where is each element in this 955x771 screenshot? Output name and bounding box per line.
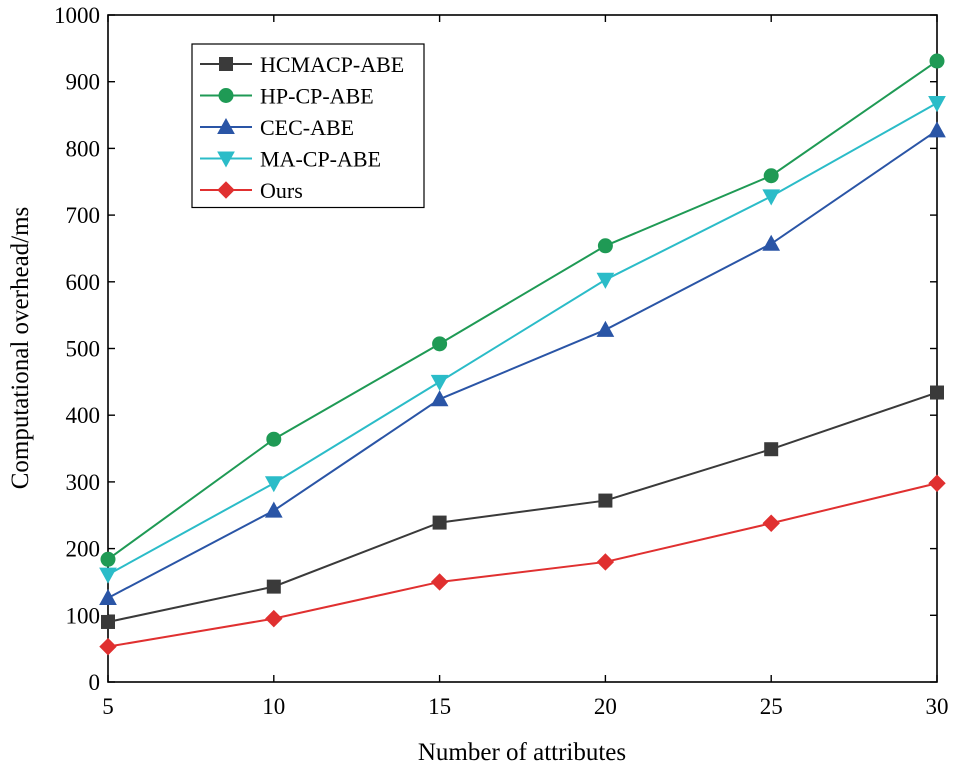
legend-label: HCMACP-ABE <box>260 52 404 77</box>
data-point <box>928 474 946 492</box>
series-line <box>107 129 938 599</box>
series-cec-abe <box>99 121 946 605</box>
x-tick-label: 10 <box>262 694 285 719</box>
legend-label: HP-CP-ABE <box>260 84 374 109</box>
series-hcmacp-abe <box>101 385 944 629</box>
data-point <box>929 53 945 69</box>
y-tick-label: 0 <box>89 670 101 695</box>
y-tick-label: 500 <box>66 337 101 362</box>
series-line <box>107 102 938 576</box>
data-point <box>596 320 615 337</box>
data-point <box>99 588 117 605</box>
data-point <box>762 234 781 251</box>
data-point <box>100 551 116 567</box>
series-line <box>107 482 938 648</box>
data-point <box>432 515 447 530</box>
legend-item: MA-CP-ABE <box>200 147 381 172</box>
data-point <box>430 390 449 407</box>
y-tick-label: 200 <box>66 537 101 562</box>
data-point <box>762 514 780 532</box>
legend-label: Ours <box>260 178 303 203</box>
data-point <box>264 476 283 493</box>
data-point <box>928 96 946 113</box>
x-tick-label: 20 <box>594 694 617 719</box>
series-ma-cp-abe <box>99 96 946 584</box>
legend-marker <box>217 117 235 134</box>
data-point <box>763 168 779 184</box>
x-axis: 5 10 15 20 25 30 <box>102 15 949 719</box>
legend-marker <box>217 151 235 168</box>
y-tick-label: 400 <box>66 403 101 428</box>
legend-marker <box>218 88 234 103</box>
y-tick-label: 900 <box>66 70 101 95</box>
legend-item: HCMACP-ABE <box>200 52 404 77</box>
legend-item: Ours <box>200 178 303 203</box>
data-point <box>596 272 615 289</box>
data-point <box>762 189 781 206</box>
y-tick-label: 1000 <box>54 3 100 28</box>
y-tick-label: 800 <box>66 136 101 161</box>
legend-box <box>191 43 425 209</box>
x-tick-label: 15 <box>428 694 451 719</box>
series-ours <box>99 474 946 656</box>
y-tick-label: 300 <box>66 470 101 495</box>
data-point <box>266 431 282 447</box>
legend-item: CEC-ABE <box>200 115 354 140</box>
data-point <box>596 553 615 571</box>
data-point <box>430 374 449 391</box>
y-axis-title: Computational overhead/ms <box>7 207 34 490</box>
data-point <box>430 573 449 591</box>
legend: HCMACP-ABE HP-CP-ABE CEC-ABE MA-CP-ABE Ours <box>191 43 425 209</box>
x-tick-label: 5 <box>102 694 114 719</box>
legend-marker <box>217 181 235 199</box>
legend-item: HP-CP-ABE <box>200 84 374 109</box>
legend-marker <box>219 57 233 71</box>
data-point <box>930 385 944 400</box>
y-tick-label: 100 <box>66 603 101 628</box>
y-axis: 0 100 200 300 400 500 600 700 800 900 1000 <box>54 3 937 695</box>
series-layer <box>99 53 946 656</box>
legend-label: CEC-ABE <box>260 115 354 140</box>
legend-label: MA-CP-ABE <box>260 147 381 172</box>
y-tick-label: 700 <box>66 203 101 228</box>
series-line <box>107 391 938 623</box>
series-hp-cp-abe <box>100 53 945 567</box>
data-point <box>265 609 283 628</box>
data-point <box>266 579 281 594</box>
y-tick-label: 600 <box>66 270 101 295</box>
data-point <box>764 442 779 457</box>
data-point <box>99 567 117 584</box>
data-point <box>598 493 613 508</box>
x-tick-label: 30 <box>926 694 949 719</box>
data-point <box>597 238 613 254</box>
data-point <box>432 336 448 352</box>
data-point <box>264 501 283 518</box>
x-tick-label: 25 <box>760 694 783 719</box>
x-axis-title: Number of attributes <box>418 739 626 766</box>
data-point <box>928 121 946 138</box>
data-point <box>99 637 117 656</box>
series-line <box>107 60 938 561</box>
data-point <box>101 614 115 629</box>
